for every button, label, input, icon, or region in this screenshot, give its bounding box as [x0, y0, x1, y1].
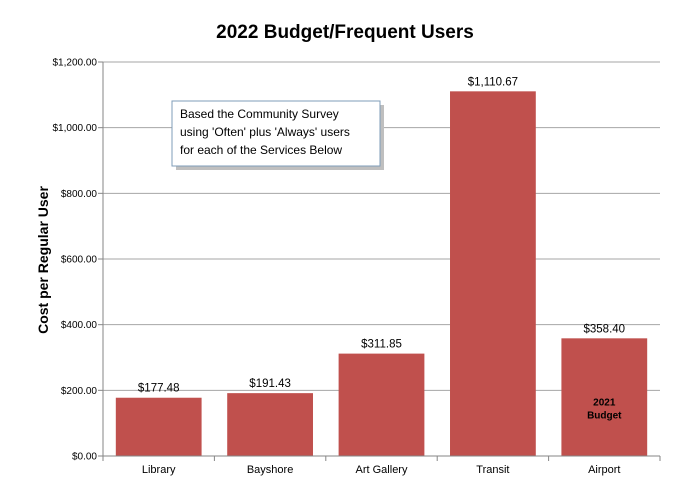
data-label: $1,110.67 [468, 76, 518, 88]
annotation-line-2: using 'Often' plus 'Always' users [180, 125, 350, 139]
data-label: $177.48 [138, 383, 180, 395]
x-tick-label: Airport [588, 464, 620, 476]
y-tick-label: $1,200.00 [53, 58, 98, 69]
labels: $0.00 $200.00 $400.00 $600.00 $800.00 $1,000.… [53, 58, 626, 477]
x-tick-label: Bayshore [247, 464, 293, 476]
x-tick-label: Transit [476, 464, 509, 476]
y-tick-label: $0.00 [72, 452, 97, 463]
bar-art-gallery [338, 353, 425, 456]
annotation-line-1: Based the Community Survey [180, 107, 339, 121]
y-tick-label: $400.00 [61, 320, 98, 331]
chart-title: 2022 Budget/Frequent Users [216, 22, 474, 43]
data-label: $358.40 [584, 323, 626, 335]
bar-transit [450, 91, 536, 456]
x-tick-label: Art Gallery [356, 464, 408, 476]
data-label: $311.85 [361, 339, 402, 351]
y-tick-label: $800.00 [61, 189, 98, 200]
bars [115, 91, 648, 456]
y-axis-label: Cost per Regular User [35, 186, 51, 334]
annotation-line-3: for each of the Services Below [180, 143, 342, 157]
y-tick-label: $200.00 [61, 386, 98, 397]
bar-inner-label: 2021 [593, 397, 616, 408]
bar-airport [561, 338, 648, 456]
bar-library [115, 397, 202, 456]
annotation-box: Based the Community Survey using 'Often'… [171, 100, 384, 170]
bar-inner-label: Budget [587, 410, 622, 421]
axes [98, 61, 661, 461]
bar-bayshore [227, 393, 313, 456]
data-label: $191.43 [249, 378, 291, 390]
x-tick-label: Library [142, 464, 176, 476]
annotation-background [171, 100, 381, 167]
y-tick-label: $600.00 [61, 255, 98, 266]
y-tick-label: $1,000.00 [53, 123, 98, 134]
